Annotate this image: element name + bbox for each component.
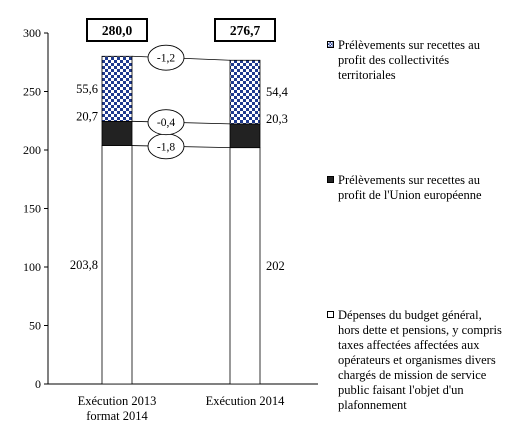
legend-swatch-white bbox=[327, 311, 334, 318]
total-label: 280,0 bbox=[102, 23, 133, 38]
legend-label-ue: Prélèvements sur recettes au profit de l… bbox=[338, 173, 482, 202]
bar-segment bbox=[101, 145, 133, 385]
data-label: 54,4 bbox=[266, 85, 289, 99]
bar-segment bbox=[101, 55, 133, 122]
y-tick-label: 200 bbox=[23, 143, 41, 157]
difference-label: -1,2 bbox=[157, 53, 175, 65]
legend-label-collectivites: Prélèvements sur recettes au profit des … bbox=[338, 38, 480, 82]
data-label: 55,6 bbox=[76, 82, 98, 96]
difference-label: -0,4 bbox=[157, 117, 175, 129]
data-label: 20,7 bbox=[76, 109, 98, 123]
legend-swatch-checker bbox=[327, 41, 334, 48]
difference-bubble bbox=[147, 109, 185, 136]
bar-segment bbox=[229, 59, 261, 125]
total-box bbox=[214, 18, 276, 42]
legend-item-budget: Dépenses du budget général, hors dette e… bbox=[327, 308, 505, 413]
data-label: 202 bbox=[266, 259, 285, 273]
bar-segment bbox=[229, 123, 261, 149]
legend-swatch-black bbox=[327, 176, 334, 183]
difference-label: -1,8 bbox=[157, 141, 175, 153]
legend-item-collectivites: Prélèvements sur recettes au profit des … bbox=[327, 38, 505, 83]
x-tick-label: Exécution 2013 format 2014 bbox=[78, 394, 157, 423]
bar-segment bbox=[229, 147, 261, 385]
y-tick-label: 100 bbox=[23, 260, 41, 274]
difference-bubble bbox=[147, 44, 185, 71]
legend-label-budget: Dépenses du budget général, hors dette e… bbox=[338, 308, 502, 412]
y-tick-label: 0 bbox=[35, 377, 41, 391]
legend-item-ue: Prélèvements sur recettes au profit de l… bbox=[327, 173, 505, 203]
y-tick-label: 300 bbox=[23, 26, 41, 40]
y-tick-label: 250 bbox=[23, 85, 41, 99]
x-tick-label: Exécution 2014 bbox=[206, 394, 286, 408]
data-label: 20,3 bbox=[266, 112, 288, 126]
data-label: 203,8 bbox=[70, 258, 98, 272]
y-tick-label: 150 bbox=[23, 202, 41, 216]
total-box bbox=[86, 18, 148, 42]
bar-segment bbox=[101, 120, 133, 146]
total-label: 276,7 bbox=[230, 23, 261, 38]
y-tick-label: 50 bbox=[29, 319, 41, 333]
